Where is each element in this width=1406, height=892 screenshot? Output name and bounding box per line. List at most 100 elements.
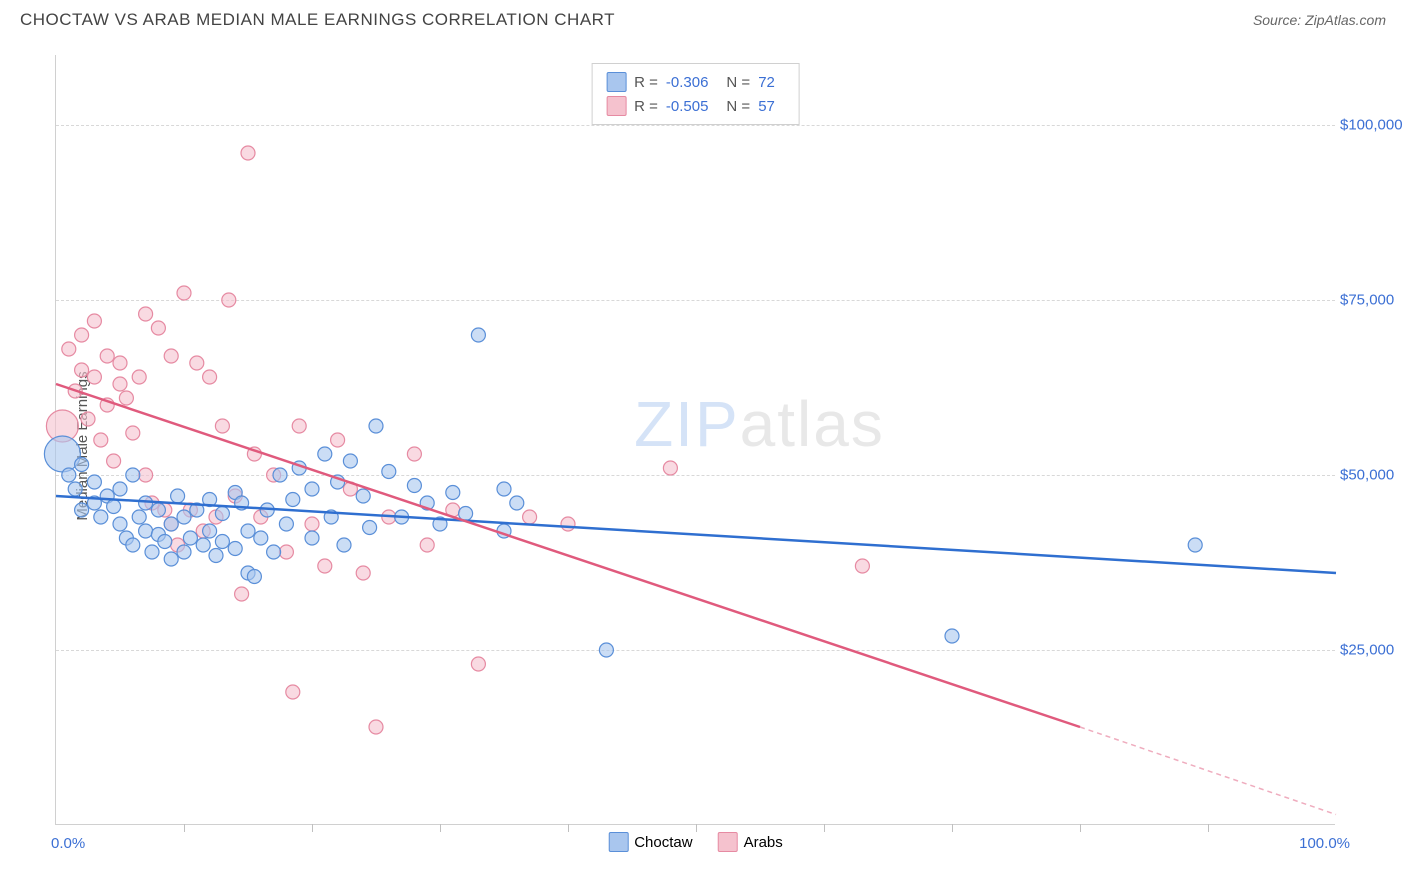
scatter-point	[132, 510, 146, 524]
n-value-arabs: 57	[758, 98, 775, 115]
scatter-point	[279, 517, 293, 531]
scatter-point	[215, 419, 229, 433]
legend-stats-row-arabs: R = -0.505 N = 57	[606, 94, 785, 118]
legend-swatch-arabs	[606, 96, 626, 116]
scatter-point	[663, 461, 677, 475]
scatter-point	[286, 685, 300, 699]
x-tick	[1208, 824, 1209, 832]
scatter-point	[356, 566, 370, 580]
scatter-point	[126, 426, 140, 440]
scatter-point	[145, 545, 159, 559]
n-value-choctaw: 72	[758, 74, 775, 91]
scatter-point	[113, 356, 127, 370]
scatter-point	[331, 433, 345, 447]
scatter-point	[62, 342, 76, 356]
scatter-point	[945, 629, 959, 643]
chart-source: Source: ZipAtlas.com	[1253, 12, 1386, 28]
scatter-point	[132, 370, 146, 384]
x-tick	[824, 824, 825, 832]
scatter-point	[363, 521, 377, 535]
scatter-point	[420, 538, 434, 552]
scatter-point	[94, 433, 108, 447]
x-tick	[184, 824, 185, 832]
r-value-arabs: -0.505	[666, 98, 709, 115]
x-tick	[1080, 824, 1081, 832]
legend-swatch-icon	[718, 832, 738, 852]
y-tick-label: $25,000	[1340, 642, 1406, 659]
scatter-point	[241, 524, 255, 538]
scatter-point	[75, 363, 89, 377]
scatter-plot-svg	[56, 55, 1335, 824]
scatter-point	[215, 507, 229, 521]
scatter-point	[382, 465, 396, 479]
scatter-point	[151, 321, 165, 335]
legend-swatch-choctaw	[606, 72, 626, 92]
scatter-point	[369, 720, 383, 734]
scatter-point	[203, 524, 217, 538]
r-label: R =	[634, 98, 658, 115]
scatter-point	[126, 468, 140, 482]
scatter-point	[523, 510, 537, 524]
scatter-point	[247, 570, 261, 584]
x-tick	[952, 824, 953, 832]
scatter-point	[94, 510, 108, 524]
scatter-point	[75, 458, 89, 472]
scatter-point	[119, 391, 133, 405]
x-tick	[696, 824, 697, 832]
scatter-point	[183, 531, 197, 545]
scatter-point	[318, 559, 332, 573]
scatter-point	[113, 377, 127, 391]
scatter-point	[497, 482, 511, 496]
trend-line-extrapolated	[1080, 727, 1336, 815]
scatter-point	[107, 500, 121, 514]
scatter-point	[235, 587, 249, 601]
scatter-point	[446, 486, 460, 500]
scatter-point	[203, 370, 217, 384]
scatter-point	[471, 657, 485, 671]
n-label: N =	[726, 98, 750, 115]
legend-label-choctaw: Choctaw	[634, 834, 692, 851]
chart-header: CHOCTAW VS ARAB MEDIAN MALE EARNINGS COR…	[0, 0, 1406, 35]
scatter-point	[164, 517, 178, 531]
scatter-point	[139, 468, 153, 482]
scatter-point	[139, 524, 153, 538]
scatter-point	[369, 419, 383, 433]
legend-item-choctaw: Choctaw	[608, 832, 692, 852]
scatter-point	[267, 545, 281, 559]
scatter-point	[561, 517, 575, 531]
scatter-point	[209, 549, 223, 563]
scatter-point	[171, 489, 185, 503]
legend-series: Choctaw Arabs	[608, 832, 783, 852]
y-tick-label: $50,000	[1340, 467, 1406, 484]
scatter-point	[599, 643, 613, 657]
scatter-point	[100, 349, 114, 363]
scatter-point	[158, 535, 172, 549]
r-label: R =	[634, 74, 658, 91]
x-axis-max-label: 100.0%	[1299, 835, 1350, 852]
scatter-point	[279, 545, 293, 559]
scatter-point	[196, 538, 210, 552]
scatter-point	[356, 489, 370, 503]
scatter-point	[139, 307, 153, 321]
scatter-point	[75, 503, 89, 517]
scatter-point	[113, 482, 127, 496]
scatter-point	[228, 542, 242, 556]
scatter-point	[254, 531, 268, 545]
scatter-point	[510, 496, 524, 510]
scatter-point	[343, 454, 357, 468]
legend-item-arabs: Arabs	[718, 832, 783, 852]
scatter-point	[286, 493, 300, 507]
y-tick-label: $75,000	[1340, 292, 1406, 309]
scatter-point	[151, 503, 165, 517]
scatter-point	[215, 535, 229, 549]
scatter-point	[87, 475, 101, 489]
scatter-point	[75, 328, 89, 342]
scatter-point	[337, 538, 351, 552]
scatter-point	[407, 447, 421, 461]
scatter-point	[87, 370, 101, 384]
scatter-point	[107, 454, 121, 468]
scatter-point	[113, 517, 127, 531]
scatter-point	[126, 538, 140, 552]
scatter-point	[318, 447, 332, 461]
source-name: ZipAtlas.com	[1305, 12, 1386, 28]
